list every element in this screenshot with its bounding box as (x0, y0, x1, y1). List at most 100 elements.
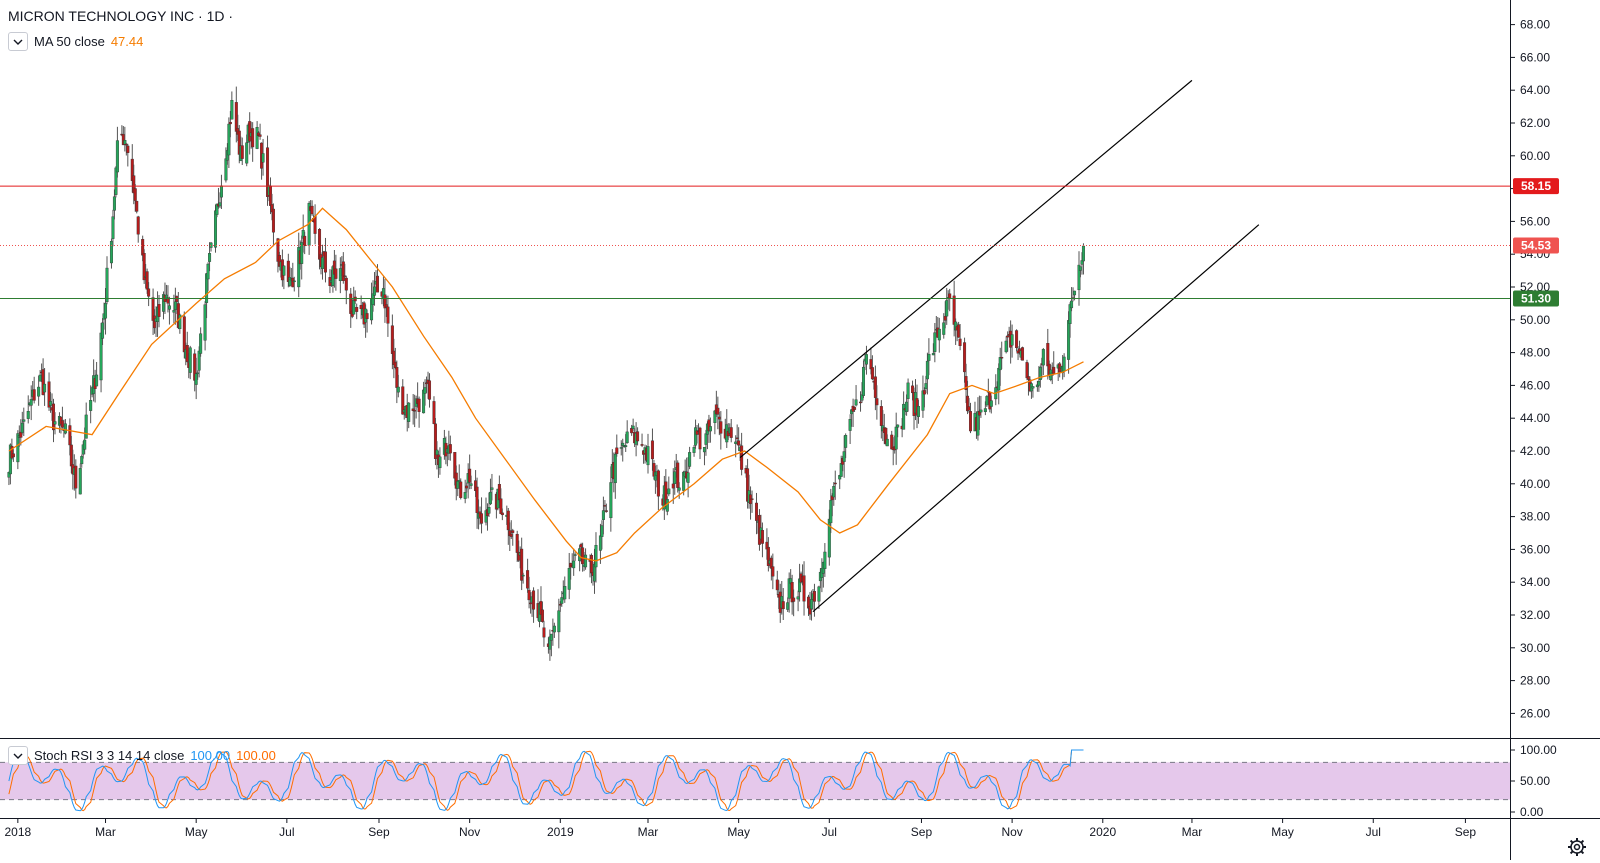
lower-channel-trendline[interactable] (812, 224, 1260, 613)
candle-body (26, 411, 30, 419)
candle (349, 287, 353, 328)
price-tick-label: 62.00 (1520, 116, 1550, 130)
candle-body (775, 579, 779, 591)
candle (1000, 341, 1004, 370)
candle-body (167, 305, 171, 310)
candle (365, 309, 369, 333)
candle (833, 470, 837, 500)
stoch-tick-label: 50.00 (1520, 774, 1550, 788)
candle-body (1041, 349, 1045, 366)
candle-body (188, 347, 192, 373)
ma-legend-toggle[interactable] (8, 32, 28, 51)
price-tick-label: 38.00 (1520, 510, 1550, 524)
candle-body (1052, 366, 1056, 374)
candle-body (38, 374, 42, 382)
candle (740, 432, 744, 476)
candle-body (812, 591, 816, 602)
settings-gear-icon[interactable] (1566, 836, 1588, 858)
stoch-legend-toggle[interactable] (8, 746, 28, 765)
candle-body (288, 277, 292, 286)
candle-body (111, 216, 115, 239)
candle-body (89, 400, 93, 411)
candle-body (313, 216, 317, 234)
candle-body (686, 472, 690, 483)
candle (95, 361, 99, 387)
candle (334, 254, 338, 291)
candle (459, 478, 463, 500)
candle-body (933, 332, 937, 352)
candle (832, 482, 836, 506)
candle-body (552, 625, 556, 633)
candle (1031, 386, 1035, 398)
candle (164, 284, 168, 300)
candle-body (1021, 347, 1025, 361)
candle (848, 414, 852, 445)
candle (469, 475, 473, 490)
candle-body (581, 547, 585, 565)
last-price-tag (1513, 237, 1559, 254)
candle-body (463, 492, 467, 499)
candle-body (435, 449, 439, 456)
candle (557, 598, 561, 649)
candle (838, 474, 842, 490)
price-tick-label: 42.00 (1520, 444, 1550, 458)
candle (963, 337, 967, 383)
candle-body (255, 126, 259, 149)
candle-body (636, 431, 640, 442)
candle-body (19, 431, 23, 438)
candle-body (646, 446, 650, 466)
candle-body (338, 268, 342, 282)
candle-body (11, 453, 15, 458)
price-tick-label: 30.00 (1520, 641, 1550, 655)
price-tick-label: 44.00 (1520, 411, 1550, 425)
candle-body (1073, 290, 1077, 296)
candle (994, 374, 998, 406)
candle (422, 381, 426, 414)
time-tick-label: Jul (279, 825, 294, 839)
candle (497, 475, 501, 503)
candle-body (609, 482, 613, 519)
candle-body (16, 433, 20, 463)
candle-body (848, 419, 852, 431)
candle-body (829, 500, 833, 524)
candle (26, 395, 30, 424)
candle (781, 588, 785, 620)
candle (321, 244, 325, 280)
candle (355, 303, 359, 320)
upper-channel-trendline[interactable] (739, 79, 1193, 459)
candle-body (321, 257, 325, 269)
candle (178, 313, 182, 334)
candle (341, 252, 345, 284)
candle-body (349, 293, 353, 314)
time-tick-label: Jul (822, 825, 837, 839)
candle-body (967, 406, 971, 411)
candle (885, 434, 889, 447)
candle-body (567, 567, 571, 590)
candle (364, 304, 368, 338)
price-tick-label: 32.00 (1520, 608, 1550, 622)
candle (619, 440, 623, 456)
candle-body (413, 410, 417, 412)
time-tick-label: Mar (638, 825, 659, 839)
candle-body (175, 296, 179, 302)
candle-body (83, 439, 87, 450)
candle (567, 552, 571, 600)
candle-body (704, 433, 708, 445)
candle (954, 318, 958, 345)
candle-body (499, 498, 503, 514)
candle (677, 482, 681, 499)
candle-body (870, 367, 874, 380)
candle (927, 338, 931, 376)
candle-body (123, 140, 127, 145)
candle (310, 200, 314, 216)
candle-body (969, 411, 973, 432)
candle-body (20, 422, 24, 433)
price-tick-label: 64.00 (1520, 83, 1550, 97)
candle-body (500, 512, 504, 516)
candle-body (69, 444, 73, 467)
candle-body (766, 546, 770, 566)
candle (631, 418, 635, 432)
candle (109, 238, 113, 269)
candle-body (833, 482, 837, 485)
